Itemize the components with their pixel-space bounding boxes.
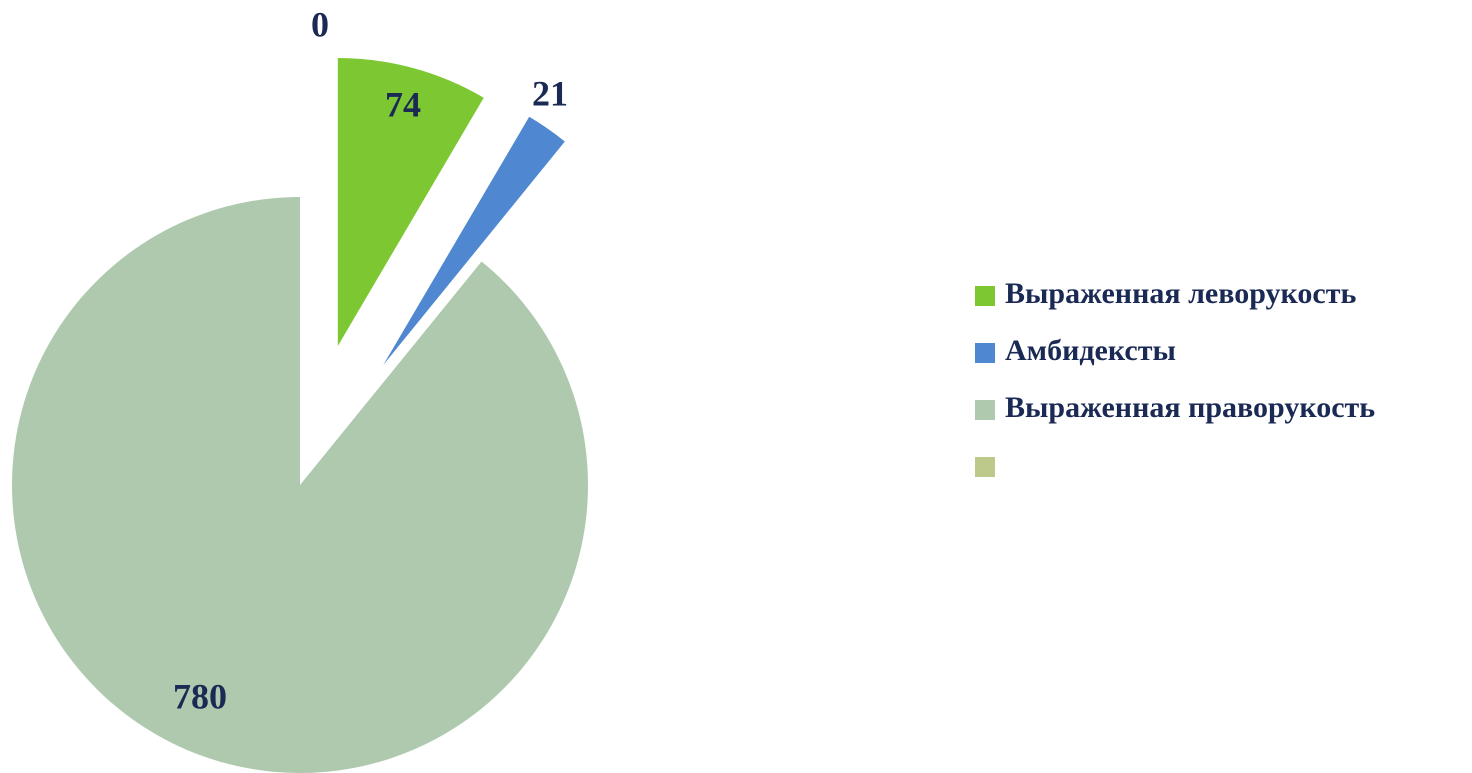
pie-slice [11,197,588,773]
legend-label: Выраженная леворукость [1005,277,1356,310]
pie-slice [337,58,484,347]
legend-swatch [975,400,995,420]
legend-label: Амбидексты [1005,334,1176,367]
data-label: 0 [311,4,329,44]
data-label: 21 [532,73,568,113]
legend-swatch [975,286,995,306]
legend-swatch [975,457,995,477]
pie-slice [383,116,565,366]
legend-swatch [975,343,995,363]
legend-label: Выраженная праворукость [1005,391,1375,424]
data-label: 780 [173,676,227,716]
data-label: 74 [385,84,421,124]
